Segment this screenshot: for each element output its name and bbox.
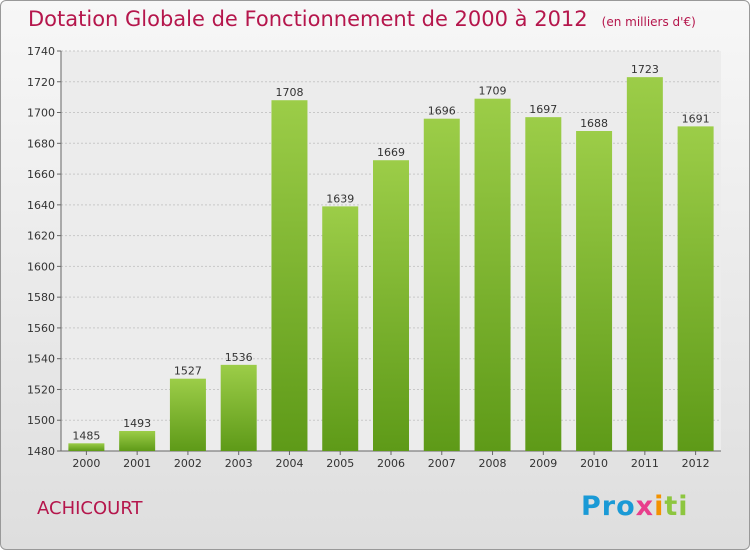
y-tick-label: 1480 xyxy=(27,445,55,458)
y-tick-label: 1640 xyxy=(27,199,55,212)
bar-2006 xyxy=(373,160,409,451)
bar-value-label: 1688 xyxy=(580,117,608,130)
bar-2007 xyxy=(423,118,460,451)
bar-value-label: 1639 xyxy=(326,192,354,205)
x-tick-label: 2005 xyxy=(326,457,354,470)
bar-value-label: 1485 xyxy=(72,429,100,442)
bar-2005 xyxy=(322,206,359,451)
bar-value-label: 1709 xyxy=(479,85,507,98)
bar-value-label: 1493 xyxy=(123,417,151,430)
x-tick-label: 2012 xyxy=(682,457,710,470)
bar-2009 xyxy=(525,117,562,452)
bar-value-label: 1696 xyxy=(428,105,456,118)
x-tick-label: 2002 xyxy=(174,457,202,470)
bar-value-label: 1697 xyxy=(529,103,557,116)
y-tick-label: 1540 xyxy=(27,353,55,366)
y-tick-label: 1500 xyxy=(27,414,55,427)
x-tick-label: 2004 xyxy=(275,457,303,470)
x-tick-label: 2000 xyxy=(72,457,100,470)
bar-2008 xyxy=(474,98,511,451)
y-tick-label: 1520 xyxy=(27,383,55,396)
bar-value-label: 1536 xyxy=(225,351,253,364)
y-tick-label: 1660 xyxy=(27,168,55,181)
x-tick-label: 2001 xyxy=(123,457,151,470)
chart-title-text: Dotation Globale de Fonctionnement de 20… xyxy=(28,7,588,31)
y-tick-label: 1700 xyxy=(27,107,55,120)
y-tick-label: 1580 xyxy=(27,291,55,304)
bar-2001 xyxy=(119,431,156,451)
x-tick-label: 2007 xyxy=(428,457,456,470)
y-tick-label: 1720 xyxy=(27,76,55,89)
y-tick-label: 1600 xyxy=(27,260,55,273)
bar-value-label: 1669 xyxy=(377,146,405,159)
x-tick-label: 2009 xyxy=(529,457,557,470)
bar-2000 xyxy=(68,443,105,451)
x-tick-label: 2010 xyxy=(580,457,608,470)
bar-2012 xyxy=(677,126,714,451)
x-tick-label: 2006 xyxy=(377,457,405,470)
bar-value-label: 1708 xyxy=(275,86,303,99)
proxiti-logo: Proxiti xyxy=(581,491,689,522)
bar-value-label: 1527 xyxy=(174,365,202,378)
bar-2003 xyxy=(220,364,257,451)
chart-title: Dotation Globale de Fonctionnement de 20… xyxy=(28,7,696,31)
bar-2004 xyxy=(271,100,308,451)
bar-2002 xyxy=(169,378,206,451)
chart-unit: (en milliers d'€) xyxy=(601,15,696,29)
y-tick-label: 1620 xyxy=(27,230,55,243)
bar-2011 xyxy=(626,77,663,452)
bar-2010 xyxy=(576,131,613,451)
x-tick-label: 2011 xyxy=(631,457,659,470)
x-tick-label: 2008 xyxy=(479,457,507,470)
x-tick-label: 2003 xyxy=(225,457,253,470)
town-name: ACHICOURT xyxy=(37,498,143,519)
y-tick-label: 1560 xyxy=(27,322,55,335)
y-tick-label: 1680 xyxy=(27,137,55,150)
y-tick-label: 1740 xyxy=(27,45,55,58)
bar-value-label: 1723 xyxy=(631,63,659,76)
bar-value-label: 1691 xyxy=(682,112,710,125)
